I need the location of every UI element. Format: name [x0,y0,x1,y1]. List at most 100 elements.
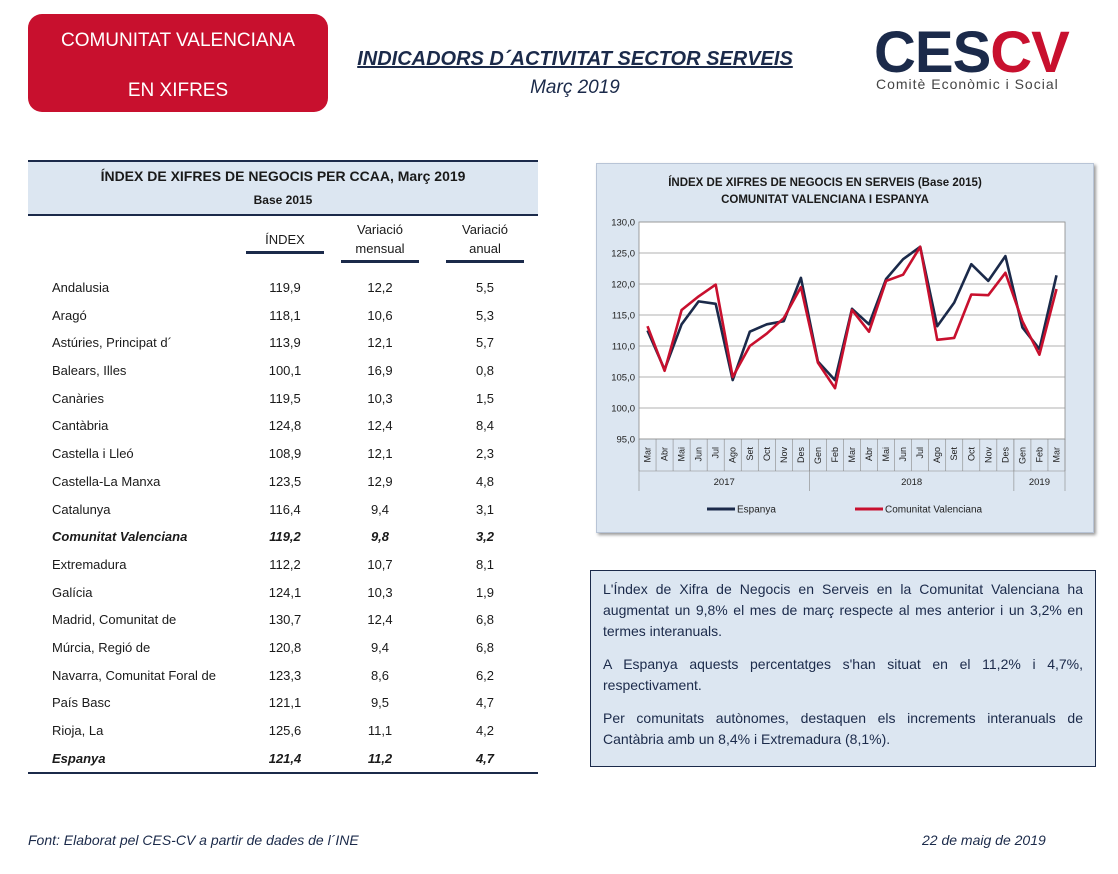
col-anual-header: Variació anual [446,220,524,263]
summary-paragraph-1: L'Índex de Xifra de Negocis en Serveis e… [603,581,1083,639]
x-tick-label: Set [745,447,755,461]
y-tick-label: 110,0 [612,342,635,353]
table-title: ÍNDEX DE XIFRES DE NEGOCIS PER CCAA, Mar… [100,168,466,184]
annual-change: 3,2 [475,529,495,545]
region-name: Astúries, Principat d´ [52,335,172,351]
x-tick-label: Jul [915,447,925,459]
badge-line-1: COMUNITAT VALENCIANA [60,30,295,51]
legend-label: Espanya [737,505,776,516]
monthly-change: 12,1 [367,446,393,462]
annual-change: 5,7 [475,335,495,351]
region-name: Rioja, La [52,723,104,738]
ccaa-table: ÍNDEX DE XIFRES DE NEGOCIS PER CCAA, Mar… [28,160,538,775]
logo-subtitle: Comitè Econòmic i Social [876,76,1059,92]
region-name: Andalusia [52,280,110,295]
table-row: Catalunya 116,4 9,4 3,1 [28,496,538,524]
table-row: Canàries 119,5 10,3 1,5 [28,385,538,413]
table-row: Astúries, Principat d´ 113,9 12,1 5,7 [28,329,538,357]
index-value: 121,4 [268,750,302,766]
annual-change: 8,4 [475,418,495,434]
annual-change: 5,5 [475,280,495,295]
monthly-change: 9,5 [370,695,390,711]
index-value: 113,9 [269,335,301,351]
index-value: 108,9 [268,446,302,462]
y-tick-label: 120,0 [611,280,635,291]
index-value: 112,2 [269,556,301,572]
table-row: Aragó 118,1 10,6 5,3 [28,302,538,330]
logo-cv: CV [990,20,1070,85]
year-label: 2019 [1029,477,1050,488]
table-row: Navarra, Comunitat Foral de 123,3 8,6 6,2 [28,662,538,690]
annual-change: 6,8 [475,612,495,628]
col-index-header: ÍNDEX [246,230,324,254]
table-row: Rioja, La 125,6 11,1 4,2 [28,717,538,745]
x-tick-label: Mar [1051,447,1061,463]
series-line-comunitat-valenciana [646,245,1058,390]
summary-paragraph-2: A Espanya aquests percentatges s'han sit… [603,656,1083,693]
table-row: Castella-La Manxa 123,5 12,9 4,8 [28,468,538,496]
table-row: Galícia 124,1 10,3 1,9 [28,579,538,607]
annual-change: 1,9 [475,584,495,600]
monthly-change: 11,2 [367,750,393,766]
monthly-change: 11,1 [367,723,393,738]
monthly-change: 12,9 [367,473,393,489]
table-row: Balears, Illes 100,1 16,9 0,8 [28,357,538,385]
x-tick-label: Oct [966,447,976,462]
badge-line-2: EN XIFRES [127,80,229,101]
region-name: Castella i Lleó [52,446,134,462]
cescv-logo: CESCV Comitè Econòmic i Social [874,24,1102,96]
region-name: País Basc [52,695,111,711]
monthly-change: 12,1 [367,335,393,351]
annual-change: 4,2 [475,723,495,738]
index-value: 116,4 [269,501,301,517]
summary-paragraph-3: Per comunitats autònomes, destaquen els … [603,710,1083,747]
region-name: Espanya [52,750,106,766]
year-label: 2017 [714,477,735,488]
index-value: 118,1 [269,307,301,323]
monthly-change: 10,3 [367,584,393,600]
legend-label: Comunitat Valenciana [885,505,983,516]
y-tick-label: 130,0 [611,218,635,229]
table-body: Andalusia 119,9 12,2 5,5 Aragó 118,1 10,6 5,3 As… [28,264,538,772]
chart-svg: ÍNDEX DE XIFRES DE NEGOCIS EN SERVEIS (B… [611,176,1066,516]
summary-box: L'Índex de Xifra de Negocis en Serveis e… [590,570,1096,767]
page-title: INDICADORS D´ACTIVITAT SECTOR SERVEIS Ma… [350,48,800,99]
table-header: ÍNDEX DE XIFRES DE NEGOCIS PER CCAA, Mar… [28,160,538,216]
report-title: INDICADORS D´ACTIVITAT SECTOR SERVEIS [357,48,793,70]
region-name: Catalunya [52,501,111,517]
table-row: Espanya 121,4 11,2 4,7 [28,745,538,773]
annual-change: 2,3 [475,446,495,462]
y-tick-label: 100,0 [611,404,635,415]
year-label: 2018 [901,477,922,488]
index-value: 100,1 [268,363,302,379]
x-tick-label: Jun [898,447,908,462]
region-name: Balears, Illes [52,363,127,379]
line-chart: ÍNDEX DE XIFRES DE NEGOCIS EN SERVEIS (B… [596,163,1094,533]
column-headers: ÍNDEX Variació mensual Variació anual [28,216,538,264]
index-value: 123,3 [268,667,302,683]
x-tick-label: Des [1000,447,1010,464]
table-row: Múrcia, Regió de 120,8 9,4 6,8 [28,634,538,662]
x-tick-label: Jun [694,447,704,462]
annual-change: 0,8 [475,363,495,379]
publication-date: 22 de maig de 2019 [922,832,1046,848]
region-name: Comunitat Valenciana [52,529,188,545]
table-row: Madrid, Comunitat de 130,7 12,4 6,8 [28,606,538,634]
index-value: 124,1 [268,584,302,600]
x-tick-label: Gen [813,447,823,464]
source-note: Font: Elaborat pel CES-CV a partir de da… [28,832,359,848]
chart-title: ÍNDEX DE XIFRES DE NEGOCIS EN SERVEIS (B… [668,176,982,189]
table-row: Comunitat Valenciana 119,2 9,8 3,2 [28,523,538,551]
monthly-change: 9,4 [370,639,390,655]
monthly-change: 10,3 [367,390,393,406]
region-name: Castella-La Manxa [52,473,161,489]
x-tick-label: Des [796,447,806,464]
monthly-change: 10,6 [367,307,393,323]
y-tick-label: 95,0 [617,435,636,446]
region-name: Extremadura [52,556,127,572]
x-tick-label: Feb [830,447,840,463]
x-tick-label: Mar [643,447,653,463]
x-tick-label: Gen [1017,447,1027,464]
x-tick-label: Abr [864,447,874,461]
title-badge: COMUNITAT VALENCIANA EN XIFRES [28,14,328,112]
